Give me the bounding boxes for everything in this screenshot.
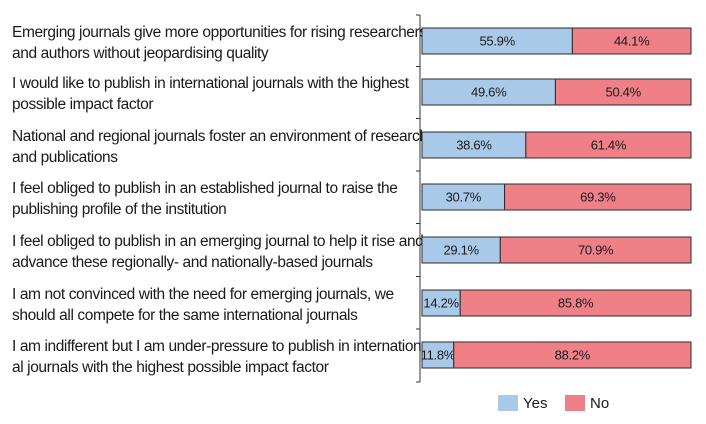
category-label: possible impact factor [12, 96, 153, 113]
bar-segment-yes [421, 341, 455, 369]
category-label: and authors without jeopardising quality [12, 45, 269, 62]
category-label: al journals with the highest possible im… [12, 359, 329, 376]
category-label: and publications [12, 149, 118, 166]
bar-segment-no [459, 289, 692, 317]
bar-segment-yes [421, 183, 506, 211]
data-label: 38.6% [456, 137, 492, 152]
data-label: 88.2% [555, 347, 591, 362]
category-label: I am not convinced with the need for eme… [12, 286, 394, 303]
data-label: 70.9% [578, 242, 614, 257]
bar-segment-yes [421, 131, 527, 159]
data-label: 11.8% [421, 347, 456, 362]
data-label: 14.2% [423, 295, 459, 310]
category-label: publishing profile of the institution [12, 201, 226, 218]
data-label: 55.9% [479, 33, 515, 48]
data-label: 29.1% [443, 242, 479, 257]
bar-segment-no [525, 131, 692, 159]
category-label: I am indifferent but I am under-pressure… [12, 338, 426, 355]
bar-segment-no [571, 27, 692, 55]
legend-swatch-yes [498, 395, 518, 411]
legend-swatch-no [565, 395, 585, 411]
bar-segment-yes [421, 78, 556, 106]
legend-label-yes: Yes [523, 395, 547, 412]
category-label: advance these regionally- and nationally… [12, 254, 373, 271]
category-label: National and regional journals foster an… [12, 128, 428, 145]
bar-segment-no [504, 183, 692, 211]
category-label: I feel obliged to publish in an emerging… [12, 233, 423, 250]
category-label: should all compete for the same internat… [12, 307, 358, 324]
data-label: 49.6% [471, 84, 507, 99]
data-label: 30.7% [446, 189, 482, 204]
bar-segment-no [453, 341, 692, 369]
legend-label-no: No [590, 395, 609, 412]
data-label: 61.4% [591, 137, 627, 152]
data-label: 69.3% [580, 189, 616, 204]
data-label: 50.4% [606, 84, 642, 99]
bar-segment-no [554, 78, 692, 106]
bar-segment-yes [421, 236, 501, 264]
bar-segment-yes [421, 289, 461, 317]
category-label: I would like to publish in international… [12, 75, 410, 92]
bar-segment-no [499, 236, 692, 264]
category-label: I feel obliged to publish in an establis… [12, 180, 397, 197]
category-label: Emerging journals give more opportunitie… [12, 24, 427, 41]
data-label: 44.1% [614, 33, 650, 48]
data-label: 85.8% [558, 295, 594, 310]
